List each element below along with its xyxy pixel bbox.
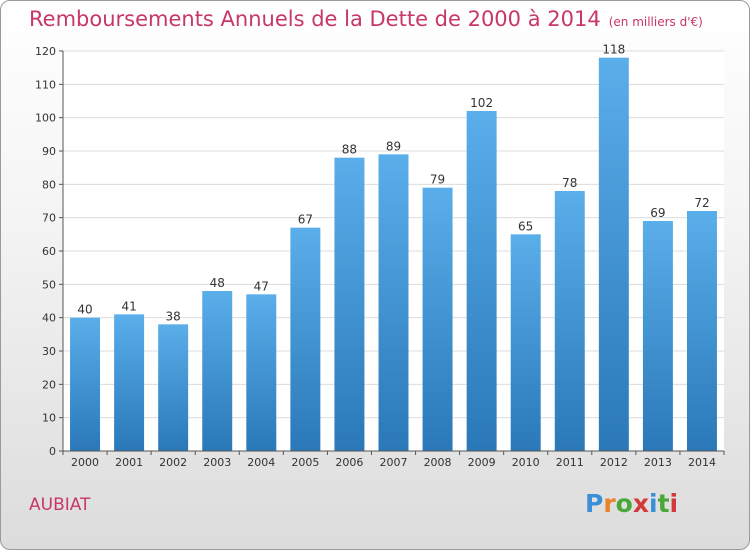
x-tick-label: 2008 bbox=[424, 456, 452, 469]
data-label: 48 bbox=[210, 276, 225, 290]
y-tick-label: 50 bbox=[42, 278, 56, 291]
data-label: 47 bbox=[254, 279, 269, 293]
bar-2005 bbox=[290, 227, 321, 451]
bar-2011 bbox=[554, 191, 585, 451]
logo-letter: x bbox=[632, 489, 649, 518]
bar-2012 bbox=[598, 57, 629, 452]
bar-2002 bbox=[158, 324, 189, 451]
bar-chart: 40 41 38 48 47 67 88 89 79 102 65 78 118 69 72 0 10 20 30… bbox=[35, 43, 725, 469]
x-tick-label: 2012 bbox=[600, 456, 628, 469]
x-tick-label: 2006 bbox=[335, 456, 363, 469]
data-label: 67 bbox=[298, 213, 313, 227]
bar-2001 bbox=[114, 314, 145, 451]
y-tick-label: 80 bbox=[42, 178, 56, 191]
data-label: 102 bbox=[470, 96, 493, 110]
logo-letter: o bbox=[615, 489, 633, 518]
y-tick-label: 90 bbox=[42, 145, 56, 158]
x-tick-label: 2002 bbox=[159, 456, 187, 469]
y-tick-label: 110 bbox=[35, 78, 56, 91]
axis-layer: 0 10 20 30 40 50 60 70 80 90 100 110 120 2000 2001 2002… bbox=[35, 45, 725, 469]
data-label: 40 bbox=[77, 303, 92, 317]
y-tick-label: 60 bbox=[42, 245, 56, 258]
x-tick-label: 2009 bbox=[468, 456, 496, 469]
x-tick-label: 2003 bbox=[203, 456, 231, 469]
data-label: 38 bbox=[166, 309, 181, 323]
data-label: 88 bbox=[342, 143, 357, 157]
x-tick-label: 2001 bbox=[115, 456, 143, 469]
y-tick-label: 20 bbox=[42, 378, 56, 391]
x-tick-label: 2000 bbox=[71, 456, 99, 469]
data-label: 72 bbox=[694, 196, 709, 210]
data-label: 118 bbox=[602, 43, 625, 57]
x-tick-label: 2005 bbox=[291, 456, 319, 469]
proxiti-logo: Proxiti bbox=[585, 489, 695, 523]
x-tick-label: 2004 bbox=[247, 456, 275, 469]
chart-title: Remboursements Annuels de la Dette de 20… bbox=[29, 7, 703, 31]
data-label: 89 bbox=[386, 139, 401, 153]
data-label: 69 bbox=[650, 206, 665, 220]
bar-2010 bbox=[510, 234, 541, 451]
logo-letter: i bbox=[649, 489, 658, 518]
bar-layer: 40 41 38 48 47 67 88 89 79 102 65 78 118 69 72 bbox=[70, 43, 717, 452]
logo-letter: r bbox=[603, 489, 616, 518]
y-tick-label: 10 bbox=[42, 412, 56, 425]
y-tick-label: 30 bbox=[42, 345, 56, 358]
chart-subtitle: (en milliers d'€) bbox=[608, 15, 703, 29]
commune-name: AUBIAT bbox=[29, 495, 91, 515]
logo-letter: t bbox=[657, 489, 670, 518]
data-label: 78 bbox=[562, 176, 577, 190]
bar-2000 bbox=[70, 317, 101, 451]
y-tick-label: 40 bbox=[42, 312, 56, 325]
data-label: 65 bbox=[518, 219, 533, 233]
data-label: 79 bbox=[430, 173, 445, 187]
y-tick-label: 100 bbox=[35, 112, 56, 125]
bar-2008 bbox=[422, 187, 453, 451]
logo-letter: P bbox=[585, 489, 604, 518]
chart-title-text: Remboursements Annuels de la Dette de 20… bbox=[29, 7, 601, 31]
bar-2006 bbox=[334, 157, 365, 451]
x-tick-label: 2014 bbox=[688, 456, 716, 469]
y-tick-label: 120 bbox=[35, 45, 56, 58]
bar-2009 bbox=[466, 111, 497, 451]
data-label: 41 bbox=[121, 299, 136, 313]
y-tick-label: 70 bbox=[42, 212, 56, 225]
x-tick-label: 2011 bbox=[556, 456, 584, 469]
x-tick-label: 2013 bbox=[644, 456, 672, 469]
bar-2014 bbox=[686, 211, 717, 451]
y-tick-label: 0 bbox=[49, 445, 56, 458]
bar-2003 bbox=[202, 291, 233, 451]
bar-2013 bbox=[642, 221, 673, 451]
bar-2007 bbox=[378, 154, 409, 452]
bar-2004 bbox=[246, 294, 277, 451]
x-tick-label: 2010 bbox=[512, 456, 540, 469]
logo-letter: i bbox=[669, 489, 679, 518]
x-tick-label: 2007 bbox=[380, 456, 408, 469]
